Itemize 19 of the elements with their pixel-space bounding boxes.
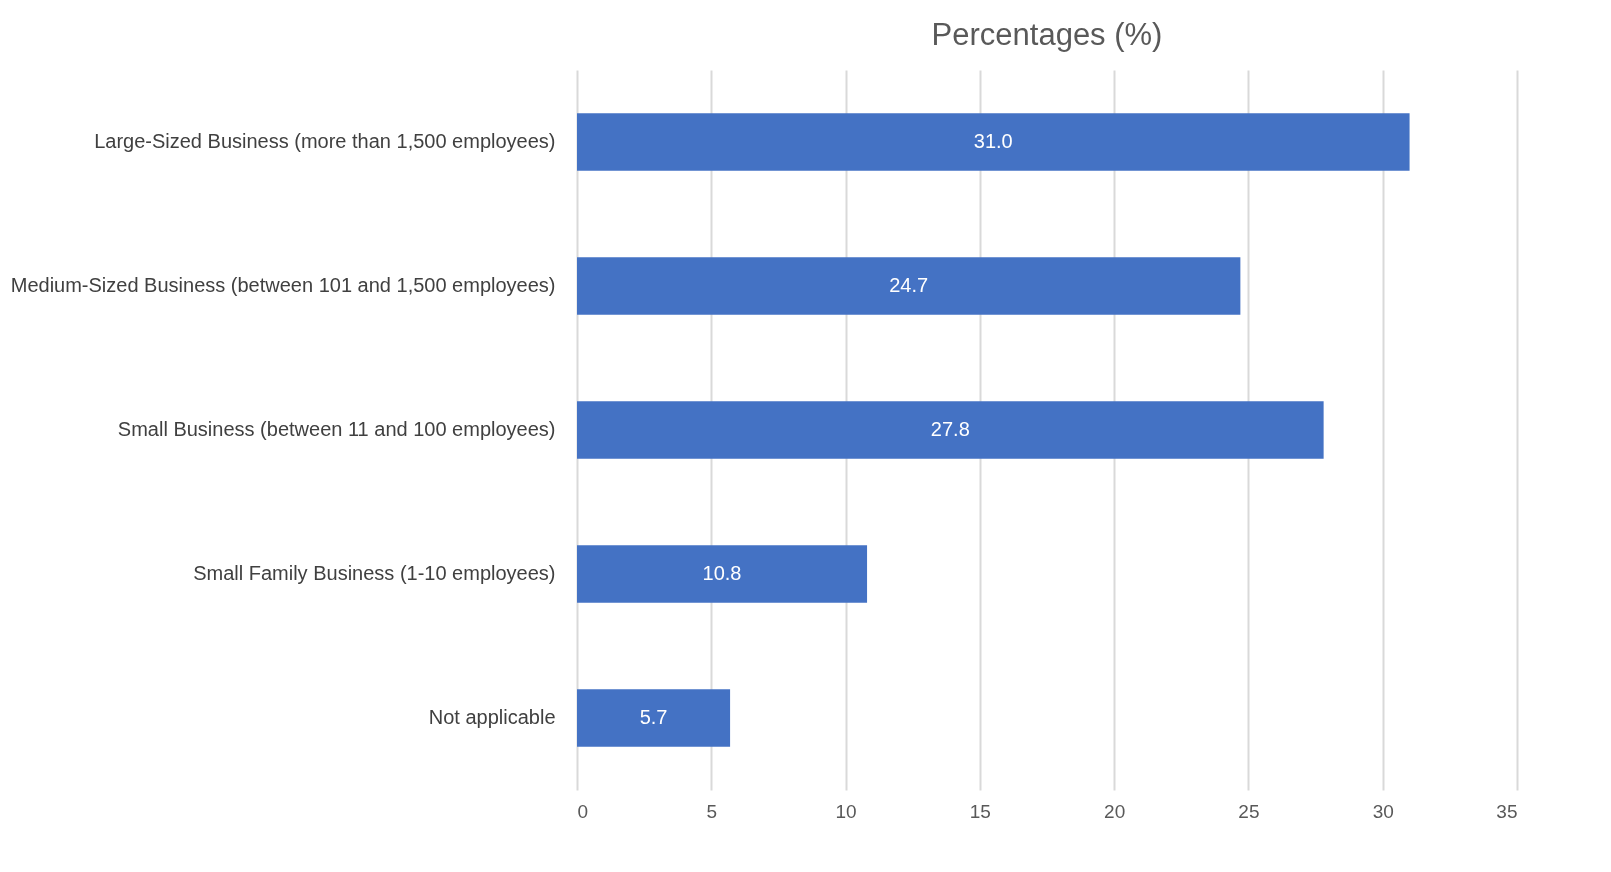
y-tick-label: Large-Sized Business (more than 1,500 employees) <box>94 130 556 152</box>
x-tick-label: 30 <box>1372 800 1394 822</box>
x-tick-label: 35 <box>1496 800 1518 822</box>
y-tick-label: Medium-Sized Business (between 101 and 1,500 employees) <box>10 274 556 296</box>
chart-title: Percentages (%) <box>931 17 1163 52</box>
x-tick-label: 10 <box>835 800 857 822</box>
y-tick-label: Small Business (between 11 and 100 employees) <box>117 418 556 440</box>
data-label: 24.7 <box>889 274 929 296</box>
data-label: 31.0 <box>973 130 1013 152</box>
data-label: 5.7 <box>639 706 668 728</box>
y-tick-label: Small Family Business (1-10 employees) <box>193 562 556 584</box>
x-tick-label: 20 <box>1104 800 1126 822</box>
x-tick-label: 15 <box>969 800 991 822</box>
data-label: 27.8 <box>930 418 970 440</box>
x-tick-label: 25 <box>1238 800 1260 822</box>
y-tick-label: Not applicable <box>428 706 556 728</box>
x-tick-label: 5 <box>706 800 718 822</box>
x-tick-label: 0 <box>577 800 589 822</box>
data-label: 10.8 <box>702 562 742 584</box>
